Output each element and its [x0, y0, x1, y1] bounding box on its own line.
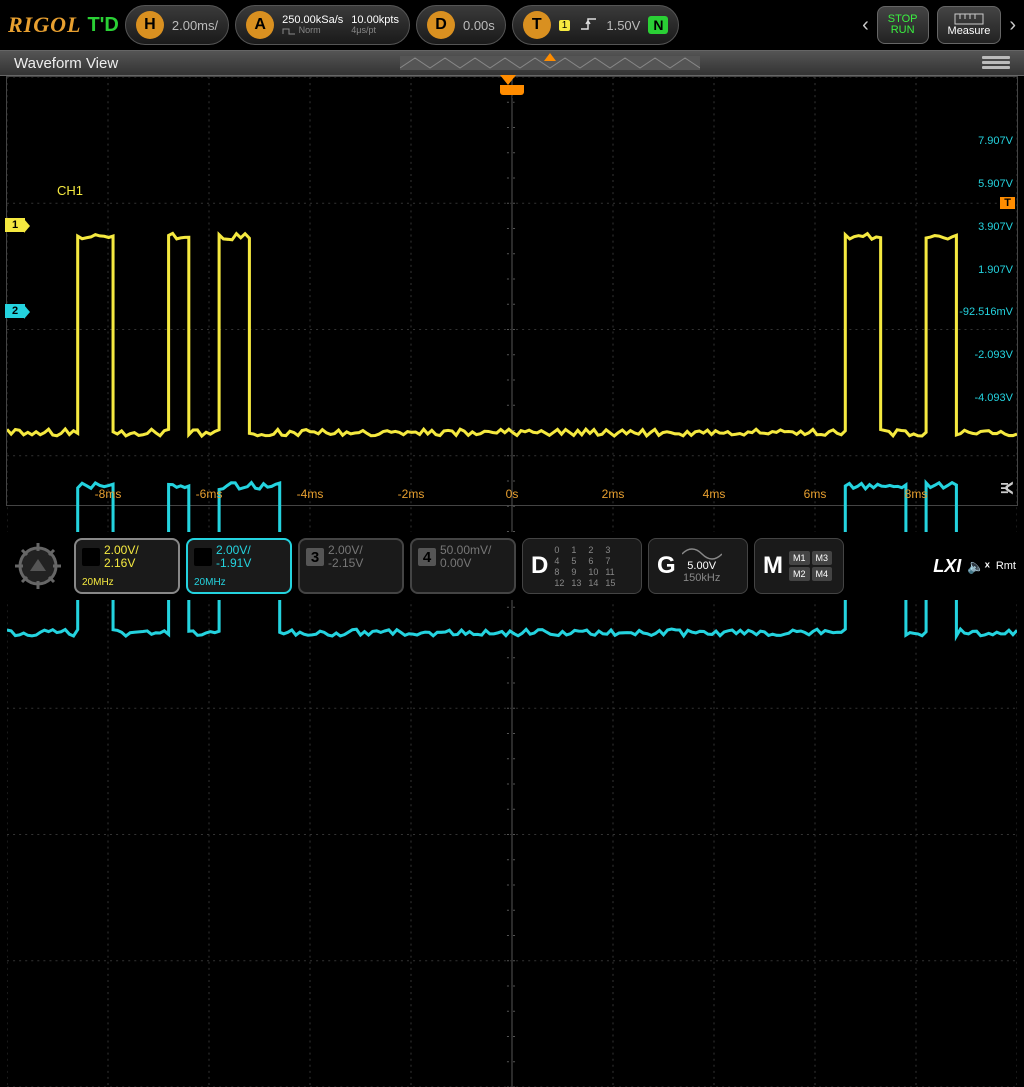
waveform-title: Waveform View — [14, 55, 118, 72]
run-stop-button[interactable]: STOP RUN — [877, 6, 929, 44]
next-icon[interactable]: › — [1009, 14, 1016, 37]
sound-off-icon[interactable]: 🔈ˣ — [967, 558, 990, 575]
ch2-num: 2 — [194, 548, 212, 566]
d-icon: D — [427, 11, 455, 39]
resolution: 4μs/pt — [351, 26, 399, 36]
m-label: M — [763, 552, 783, 580]
digital-channels: 0123456789101112131415 — [554, 545, 619, 588]
top-right-buttons: ‹ STOP RUN Measure › — [862, 6, 1016, 44]
settings-gear-icon[interactable] — [8, 538, 68, 594]
delay-pill[interactable]: D 0.00s — [416, 5, 506, 45]
g-label: G — [657, 552, 676, 580]
ch1-bw: 20MHz — [82, 577, 172, 588]
collapse-icon[interactable]: ≡< — [997, 475, 1013, 503]
t-icon: T — [523, 11, 551, 39]
run-status: T'D — [87, 14, 118, 37]
ch1-num: 1 — [82, 548, 100, 566]
bottom-bar: 1 2.00V/2.16V 20MHz 2 2.00V/-1.91V 20MHz… — [0, 532, 1024, 600]
acquire-stack: 250.00kSa/s Norm — [282, 14, 343, 36]
remote-label: Rmt — [996, 560, 1016, 572]
generator-box[interactable]: G 5.00V 150kHz — [648, 538, 748, 594]
math-items: M1M3M2M4 — [789, 551, 832, 581]
trigger-pill[interactable]: T 1 1.50V N — [512, 5, 680, 45]
measure-label: Measure — [948, 25, 991, 37]
timeline-overview[interactable] — [118, 53, 982, 73]
ch3-box[interactable]: 3 2.00V/-2.15V — [298, 538, 404, 594]
trigger-mode-badge: N — [648, 16, 668, 34]
trigger-level: 1.50V — [606, 18, 640, 33]
waveform-title-row: Waveform View — [0, 50, 1024, 76]
ch1-ground-marker[interactable]: 1 — [5, 218, 25, 232]
ch1-name-label: CH1 — [57, 183, 83, 198]
logo: RIGOL — [8, 12, 81, 38]
menu-icon[interactable] — [982, 54, 1010, 72]
run-label: RUN — [891, 25, 915, 36]
trigger-level-marker[interactable]: T — [1000, 197, 1015, 209]
timebase-value: 2.00ms/ — [172, 18, 218, 33]
ch2-bw: 20MHz — [194, 577, 284, 588]
gen-voltage: 5.00V — [687, 560, 716, 572]
timebase-pill[interactable]: H 2.00ms/ — [125, 5, 229, 45]
ch4-box[interactable]: 4 50.00mV/0.00V — [410, 538, 516, 594]
ch2-box[interactable]: 2 2.00V/-1.91V 20MHz — [186, 538, 292, 594]
acquire-stack2: 10.00kpts 4μs/pt — [351, 14, 399, 36]
waveform-area[interactable]: T CH1 1 2 T 7.907V5.907V3.907V1.907V-92.… — [6, 76, 1018, 506]
measure-button[interactable]: Measure — [937, 6, 1002, 44]
h-icon: H — [136, 11, 164, 39]
ch1-box[interactable]: 1 2.00V/2.16V 20MHz — [74, 538, 180, 594]
a-icon: A — [246, 11, 274, 39]
ch4-num: 4 — [418, 548, 436, 566]
digital-box[interactable]: D 0123456789101112131415 — [522, 538, 642, 594]
math-box[interactable]: M M1M3M2M4 — [754, 538, 844, 594]
delay-value: 0.00s — [463, 18, 495, 33]
sine-icon — [682, 548, 722, 560]
acquire-pill[interactable]: A 250.00kSa/s Norm 10.00kpts 4μs/pt — [235, 5, 410, 45]
prev-icon[interactable]: ‹ — [862, 14, 869, 37]
status-icons: LXI 🔈ˣ Rmt — [933, 556, 1016, 577]
ch2-ground-marker[interactable]: 2 — [5, 304, 25, 318]
trigger-source-badge: 1 — [559, 20, 571, 31]
ruler-icon — [954, 13, 984, 25]
top-bar: RIGOL T'D H 2.00ms/ A 250.00kSa/s Norm 1… — [0, 0, 1024, 50]
gen-freq: 150kHz — [683, 572, 720, 584]
rising-edge-icon — [580, 16, 598, 35]
ch3-num: 3 — [306, 548, 324, 566]
d-label: D — [531, 552, 548, 580]
lxi-label: LXI — [933, 556, 961, 577]
